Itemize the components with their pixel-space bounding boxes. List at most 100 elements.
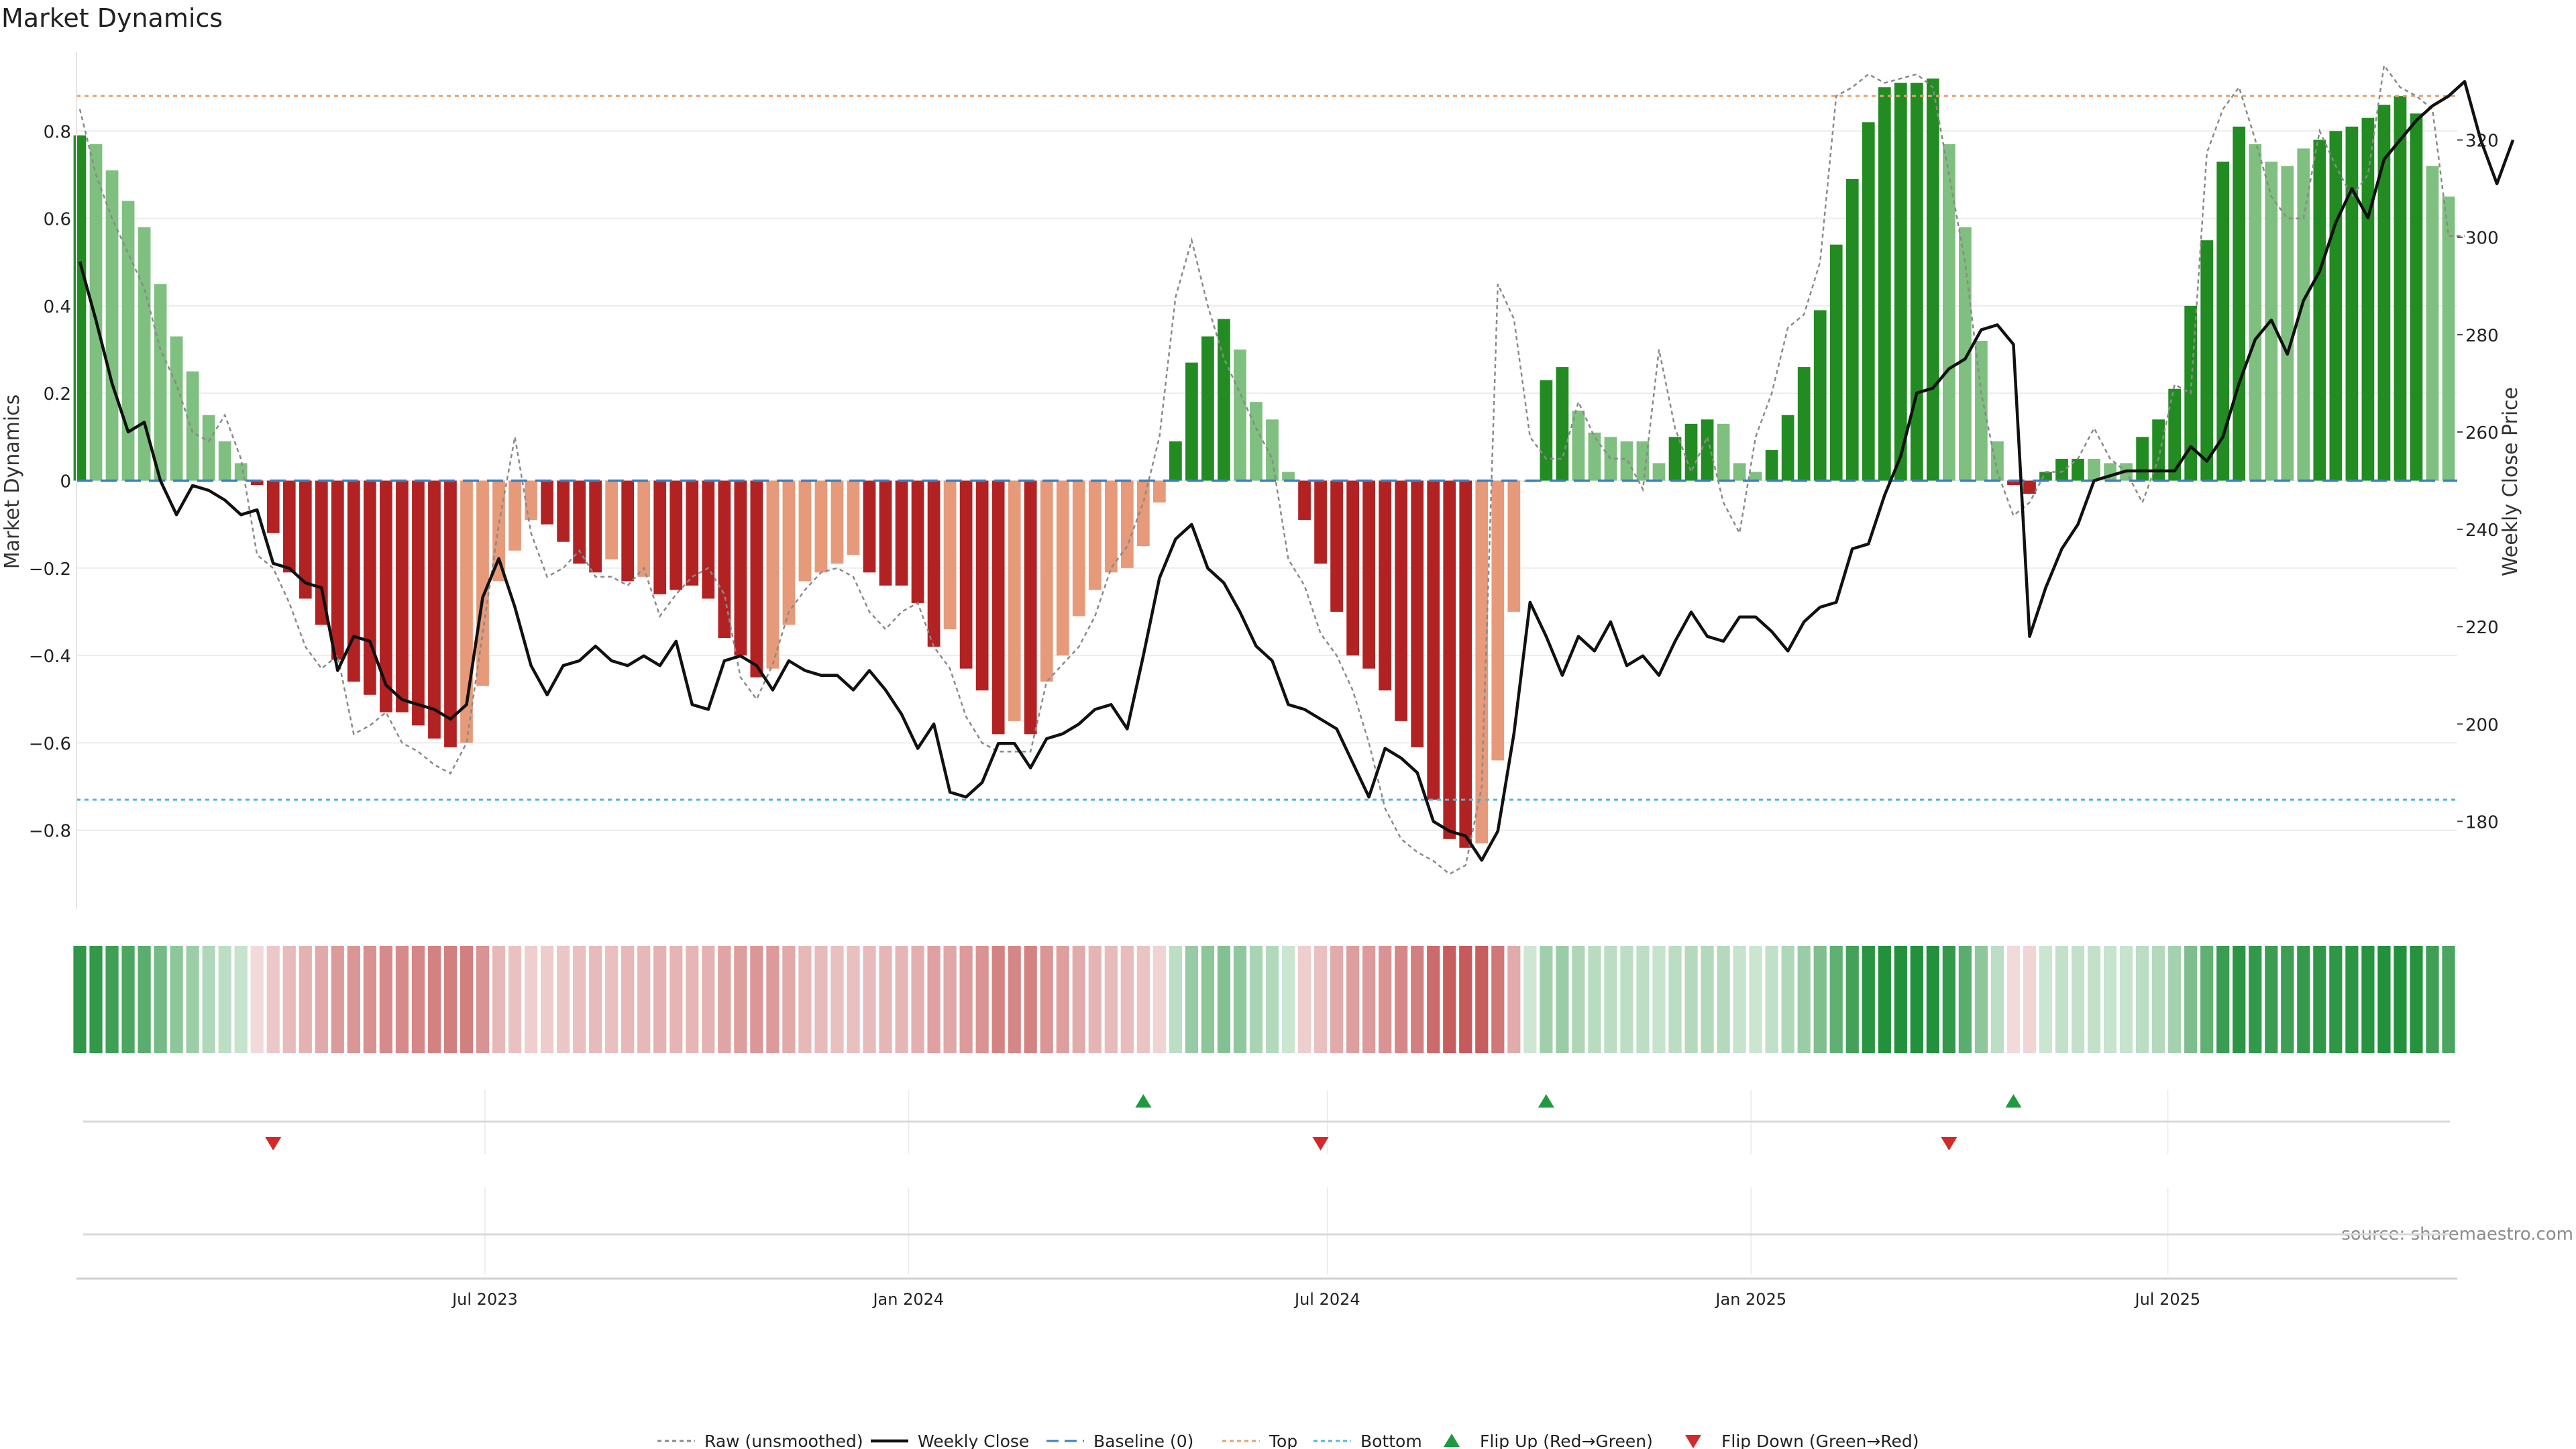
regime-cell [621,946,635,1053]
raw-series-line [78,63,2465,875]
flip-down-marker [1941,1137,1957,1150]
regime-cell [186,946,199,1053]
bar [363,480,376,695]
y-axis-label: Market Dynamics [1,394,24,570]
legend-symbol-flip-down [1685,1435,1701,1448]
bar [428,480,441,739]
bar [2039,472,2052,481]
regime-cell [1556,946,1569,1053]
regime-cell [718,946,731,1053]
regime-cell [1217,946,1231,1053]
bar [1604,437,1617,481]
regime-cell [1395,946,1408,1053]
regime-cell [282,946,296,1053]
bar [396,480,409,712]
regime-cell [2087,946,2101,1053]
regime-cell [2006,946,2021,1053]
regime-cell [1040,946,1053,1053]
regime-cell [411,946,425,1053]
bar [750,480,763,678]
bar [2216,161,2230,481]
reference-lines [76,95,2457,801]
regime-cell [427,946,441,1053]
bar [1845,178,1859,481]
bar [1169,441,1182,481]
y-tick-label: 0 [60,472,71,492]
y-tick-label: 0.4 [44,297,71,317]
bar [2233,126,2246,481]
bar [2345,126,2359,481]
bar [1668,437,1682,481]
bar [1652,463,1666,481]
series-lines [78,63,2515,875]
bar [782,480,796,625]
bar [879,480,892,586]
bar [2377,105,2391,481]
bar [138,227,151,481]
bar [250,480,264,486]
regime-cell [2233,946,2246,1053]
bar [412,480,425,726]
regime-cell [2136,946,2149,1053]
bar [1056,480,1069,656]
regime-cell [1813,946,1827,1053]
regime-cell [702,946,715,1053]
bar [1234,350,1246,481]
regime-cell [2377,946,2391,1053]
regime-cell [2394,946,2407,1053]
y2-tick-label: 280 [2465,326,2499,346]
bar [1008,480,1021,721]
regime-cell [1008,946,1021,1053]
regime-cell [1797,946,1811,1053]
bar [1878,87,1891,481]
bar [1588,432,1601,481]
bar [605,480,619,559]
bar [2249,144,2262,481]
bar [702,480,715,599]
bar [2136,437,2149,481]
regime-cell [1056,946,1069,1053]
regime-cell [1910,946,1923,1053]
regime-cell [492,946,506,1053]
bar [991,480,1005,735]
bar [1572,411,1585,481]
y2-tick-label: 260 [2465,423,2499,443]
regime-cell [911,946,924,1053]
bar [1749,472,1762,481]
regime-cell [895,946,908,1053]
regime-cell [2426,946,2439,1053]
regime-cell [1281,946,1295,1053]
bar [1314,480,1327,564]
regime-cell [2119,946,2133,1053]
regime-cell [2249,946,2262,1053]
regime-cell [2200,946,2214,1053]
bar [2200,240,2214,481]
regime-cell [573,946,586,1053]
bar [476,480,489,686]
regime-cell [1362,946,1376,1053]
regime-cell [1862,946,1875,1053]
regime-cell [443,946,458,1053]
regime-cell [1136,946,1150,1053]
regime-cell [138,946,151,1053]
regime-cell [1330,946,1344,1053]
regime-cell [218,946,231,1053]
flip-up-marker [2005,1094,2022,1108]
regime-cell [669,946,683,1053]
regime-cell [1620,946,1633,1053]
regime-cell [2313,946,2326,1053]
regime-cell [1185,946,1199,1053]
regime-cell [1974,946,1988,1053]
regime-cell [379,946,392,1053]
regime-cell [1507,946,1521,1053]
bar [315,480,328,625]
regime-cell [1765,946,1778,1053]
bar [734,480,747,656]
regime-cell [766,946,780,1053]
regime-cell [1942,946,1955,1053]
regime-cell [943,946,957,1053]
regime-cell [2297,946,2310,1053]
regime-cell [1379,946,1392,1053]
bar [1781,415,1794,481]
bar [621,480,635,582]
